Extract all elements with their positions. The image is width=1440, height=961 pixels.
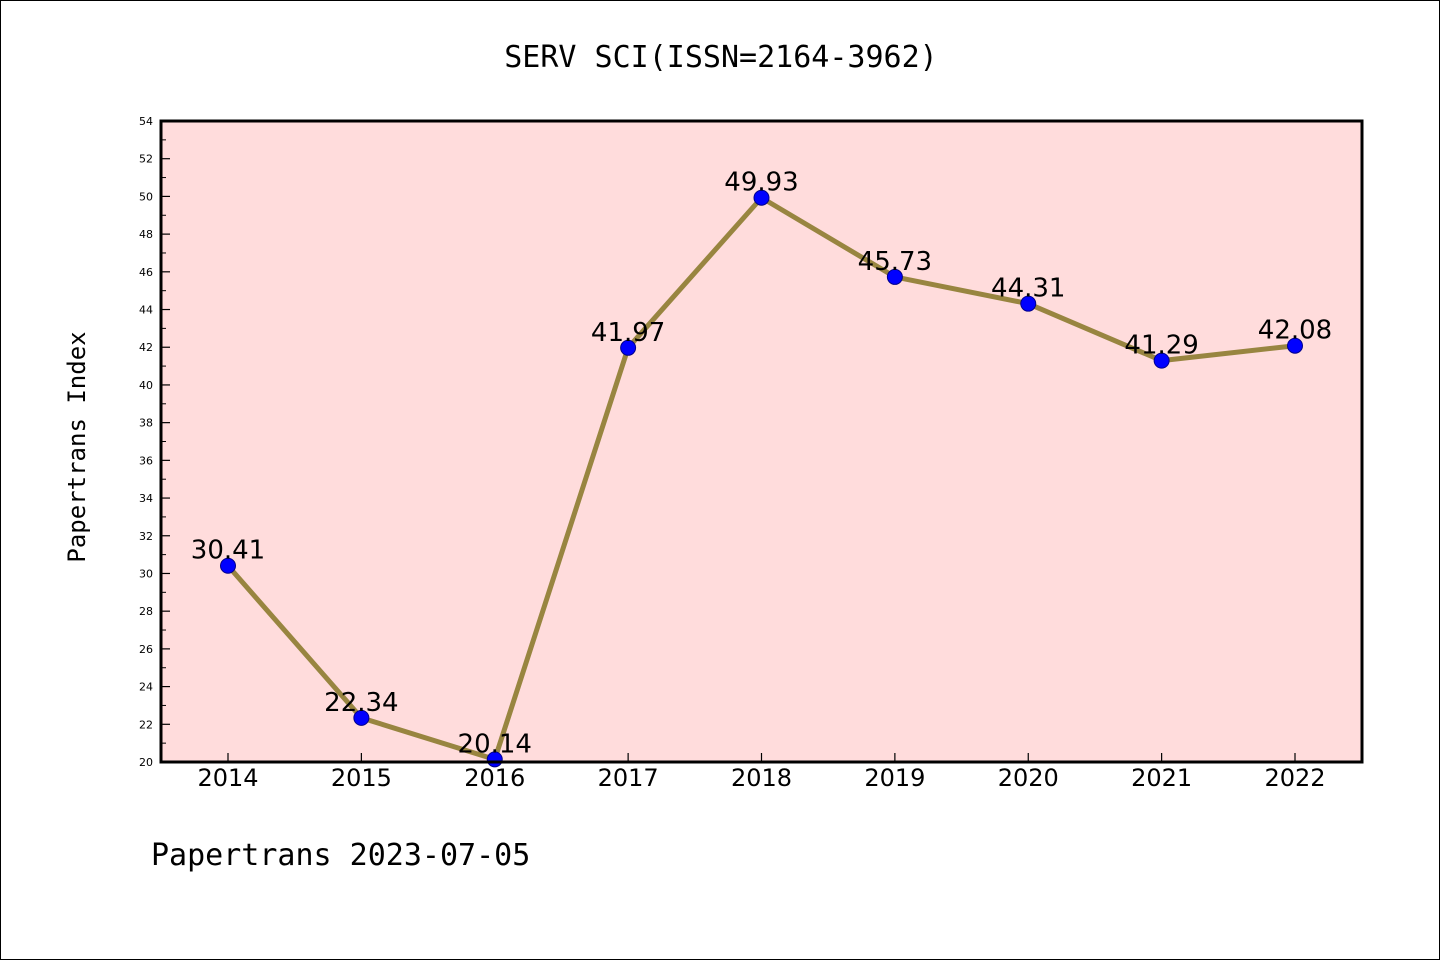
x-tick-label: 2022 [1264,764,1325,792]
plot-area [161,121,1362,762]
data-label: 44.31 [991,274,1065,304]
data-point [753,189,770,206]
x-tick-label: 2018 [731,764,792,792]
data-point [220,557,236,574]
data-point [1153,352,1170,369]
y-tick-label: 30 [139,567,153,580]
data-label: 41.29 [1124,331,1198,361]
chart-title: SERV SCI(ISSN=2164-3962) [504,40,937,75]
y-tick-label: 20 [139,756,153,769]
y-tick-label: 38 [139,417,153,430]
data-label: 42.08 [1258,316,1332,346]
x-tick-label: 2015 [331,764,392,792]
data-point [1287,337,1303,354]
x-tick-label: 2014 [197,764,258,792]
y-tick-label: 54 [139,115,153,128]
data-label: 20.14 [458,729,532,759]
y-tick-label: 44 [139,304,153,317]
x-tick-label: 2019 [864,764,925,792]
y-tick-label: 46 [139,266,153,279]
x-tick-label: 2017 [598,764,659,792]
plot-border [159,119,1364,764]
y-tick-label: 36 [139,454,153,467]
y-axis: 20 22 24 26 28 30 32 34 36 38 40 42 44 46 48 50 52 54 [139,115,170,769]
y-tick-label: 40 [139,379,153,392]
data-point [886,268,903,285]
data-label: 41.97 [591,318,665,348]
data-point [353,709,370,726]
y-axis-label: Papertrans Index [63,331,91,562]
y-tick-label: 28 [139,605,153,618]
y-tick-label: 42 [139,341,153,354]
y-tick-label: 32 [139,530,153,543]
x-tick-label: 2021 [1131,764,1192,792]
data-point [1020,295,1037,312]
data-label: 45.73 [858,247,932,277]
y-tick-label: 48 [139,228,153,241]
y-tick-label: 50 [139,190,153,203]
x-axis: 2014 2015 2016 2017 2018 2019 2020 2021 2022 [197,753,1326,792]
data-labels: 30.41 22.34 20.14 41.97 49.93 45.73 44.31 41.29… [191,168,1332,760]
y-tick-label: 34 [139,492,153,505]
y-tick-label: 22 [139,718,153,731]
data-point [620,339,637,356]
x-tick-label: 2016 [464,764,525,792]
data-label: 30.41 [191,536,265,566]
y-tick-label: 52 [139,153,153,166]
footer-text: Papertrans 2023-07-05 [151,838,530,873]
data-label: 22.34 [324,688,398,718]
y-tick-label: 24 [139,681,153,694]
data-label: 49.93 [724,168,798,198]
y-tick-label: 26 [139,643,153,656]
x-tick-label: 2020 [998,764,1059,792]
